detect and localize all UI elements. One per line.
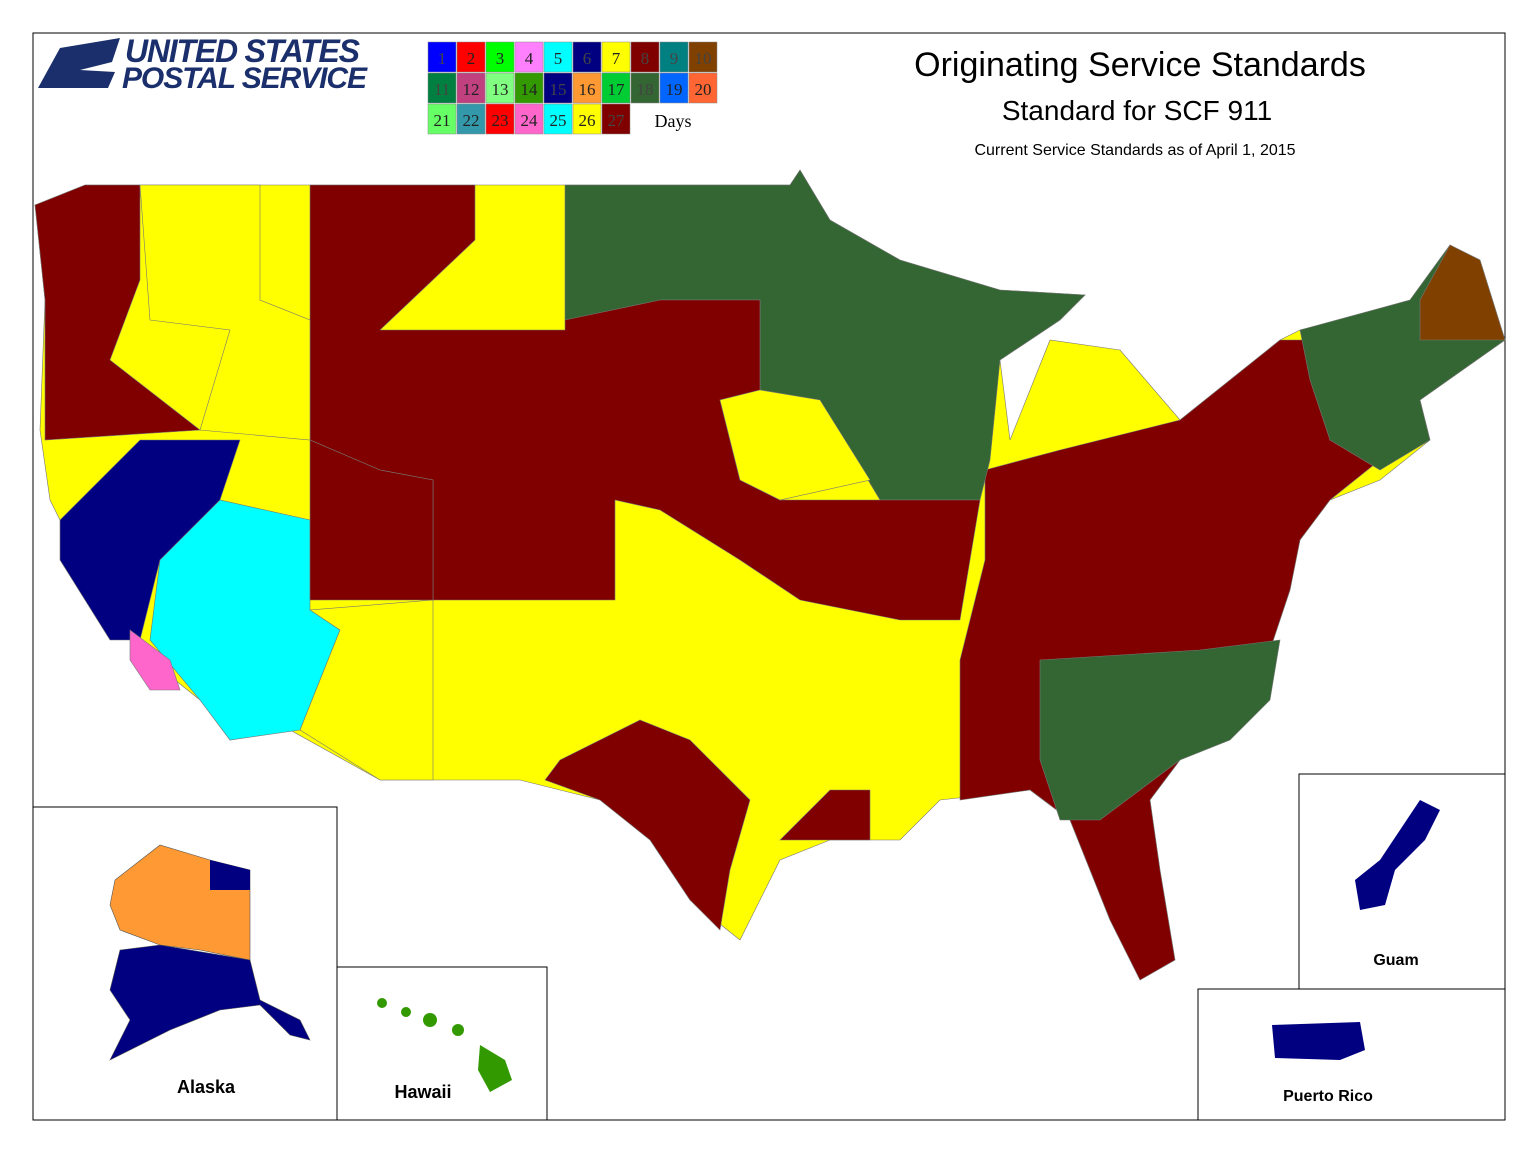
legend-swatch [485, 72, 515, 104]
legend-swatch [485, 103, 515, 135]
legend-swatch [485, 41, 515, 73]
hawaii-shape [377, 998, 512, 1092]
inset-label: Guam [1373, 952, 1418, 969]
legend-swatch [427, 41, 457, 73]
legend-swatch [630, 72, 660, 104]
legend-day: 13 [492, 80, 509, 99]
region [129, 629, 181, 691]
alaska-shape [210, 860, 250, 890]
legend-day: 16 [579, 80, 596, 99]
alaska-shape [109, 944, 311, 1061]
legend-unit: Days [655, 111, 692, 131]
region [719, 389, 871, 501]
legend-swatch [688, 72, 718, 104]
region [309, 439, 434, 601]
legend-swatch [572, 72, 602, 104]
legend-swatch [659, 72, 689, 104]
legend-day: 8 [641, 49, 650, 68]
legend-day: 6 [583, 49, 592, 68]
legend-day: 7 [612, 49, 621, 68]
legend-day: 27 [608, 111, 626, 130]
legend-day: 2 [467, 49, 476, 68]
note: Current Service Standards as of April 1,… [974, 142, 1295, 159]
logo-line2: POSTAL SERVICE [122, 62, 368, 95]
legend-swatch [456, 72, 486, 104]
legend-swatch [630, 41, 660, 73]
title: Originating Service Standards [914, 46, 1366, 84]
legend-day: 26 [579, 111, 596, 130]
subtitle: Standard for SCF 911 [1002, 95, 1272, 126]
legend-swatch [514, 103, 544, 135]
legend-day: 10 [695, 49, 712, 68]
legend-day: 20 [695, 80, 712, 99]
legend-swatch [456, 41, 486, 73]
conus-map [34, 169, 1506, 981]
legend-swatch [543, 41, 573, 73]
region [779, 789, 871, 841]
legend-day: 19 [666, 80, 683, 99]
inset-label: Puerto Rico [1283, 1088, 1373, 1105]
legend-day: 25 [550, 111, 567, 130]
usps-logo: UNITED STATES POSTAL SERVICE [38, 33, 368, 95]
legend-day: 4 [525, 49, 534, 68]
guam-inset [1298, 773, 1506, 990]
legend-day: 18 [637, 80, 654, 99]
legend-day: 17 [608, 80, 626, 99]
hawaii-inset [336, 966, 548, 1121]
inset-label: Alaska [177, 1077, 236, 1097]
legend-day: 12 [463, 80, 480, 99]
legend-swatch [688, 41, 718, 73]
legend-day: 3 [496, 49, 505, 68]
legend-swatch [543, 72, 573, 104]
region [34, 184, 201, 441]
legend-day: 15 [550, 80, 567, 99]
legend-swatch [427, 103, 457, 135]
legend-day: 24 [521, 111, 539, 130]
eagle [38, 38, 120, 88]
inset-label: Hawaii [394, 1082, 451, 1102]
region [544, 719, 751, 931]
legend-swatch [601, 41, 631, 73]
region [1419, 244, 1506, 341]
legend-swatch [427, 72, 457, 104]
legend-day: 14 [521, 80, 539, 99]
legend-day: 5 [554, 49, 563, 68]
legend-swatch [514, 72, 544, 104]
legend-swatch [456, 103, 486, 135]
legend-day: 11 [434, 80, 450, 99]
legend-swatch [572, 103, 602, 135]
guam-shape [1355, 800, 1440, 910]
legend-day: 9 [670, 49, 679, 68]
legend-swatch [601, 72, 631, 104]
legend-swatch [543, 103, 573, 135]
legend-swatch [572, 41, 602, 73]
legend-swatch [514, 41, 544, 73]
legend-day: 23 [492, 111, 509, 130]
legend-day: 22 [463, 111, 480, 130]
puerto-rico-shape [1272, 1022, 1365, 1060]
legend-swatch [659, 41, 689, 73]
legend-day: 1 [438, 49, 447, 68]
logo-line1: UNITED STATES [125, 33, 361, 69]
legend-swatch [601, 103, 631, 135]
region [1039, 639, 1281, 821]
legend-day: 21 [434, 111, 451, 130]
